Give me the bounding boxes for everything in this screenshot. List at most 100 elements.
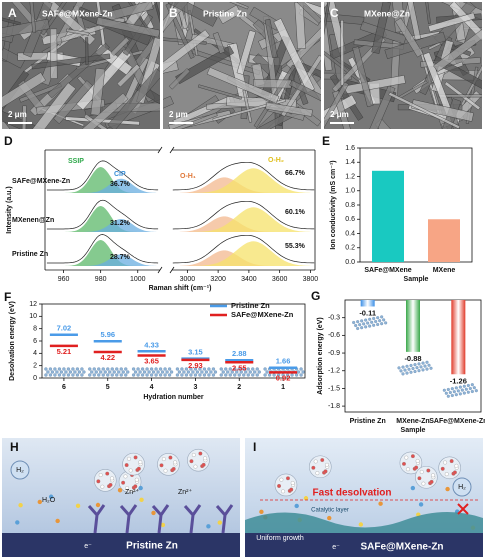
bar <box>372 170 404 262</box>
zn-atom <box>462 384 466 388</box>
peak-fit <box>54 219 157 232</box>
panel-letter: C <box>330 6 339 20</box>
water <box>281 489 286 494</box>
sem-image <box>2 2 160 129</box>
sem-flake <box>433 29 482 73</box>
zn-atom <box>452 390 456 394</box>
water <box>127 456 131 461</box>
scale-label: 2 μm <box>169 110 188 119</box>
zn-atom <box>299 373 303 377</box>
y-tick-label: 1.0 <box>345 188 355 195</box>
zn-atom <box>374 319 378 324</box>
zn-atom <box>221 370 225 374</box>
panel-letter: D <box>4 134 13 148</box>
y-tick-label: 12 <box>29 301 37 308</box>
zn-atom <box>44 367 48 371</box>
water <box>325 462 329 467</box>
molecule <box>378 501 383 506</box>
zn-atom <box>53 373 57 377</box>
percent-label: 36.7% <box>110 181 131 188</box>
water <box>290 481 295 485</box>
zn-atom <box>204 370 209 374</box>
zn-atom <box>167 373 172 377</box>
zn-atom <box>133 370 138 374</box>
sem-flake <box>32 82 77 129</box>
zn-atom <box>167 367 172 371</box>
sem-flake <box>2 72 46 108</box>
sem-flake <box>236 29 256 75</box>
data-label: 2.88 <box>232 349 247 358</box>
x-tick-label: 1 <box>281 384 285 391</box>
water <box>431 473 436 478</box>
zn-atom <box>228 367 232 371</box>
molecule <box>138 485 143 491</box>
zn-atom <box>423 364 427 368</box>
sem-flake <box>324 2 331 36</box>
zn-atom <box>140 367 145 371</box>
sem-flake <box>388 92 461 129</box>
x-tick-label: 3 <box>193 384 197 391</box>
panel-letter: G <box>311 289 320 303</box>
zn-atom <box>77 370 82 374</box>
molecule <box>294 503 299 509</box>
zn-atom <box>200 370 204 374</box>
water <box>406 467 410 472</box>
y-tick-label: 2 <box>33 363 37 370</box>
molecule <box>358 522 364 527</box>
zn-atom <box>145 367 149 371</box>
zn-atom <box>466 383 470 388</box>
water <box>440 466 445 471</box>
sem-flake <box>168 68 191 90</box>
data-label: -0.88 <box>404 354 421 363</box>
zn-atom <box>290 373 294 377</box>
percent-label: 28.7% <box>110 254 131 261</box>
water <box>133 455 138 460</box>
water <box>426 468 431 473</box>
zn-atom <box>248 370 252 374</box>
zn-atom <box>88 373 92 377</box>
zn-atom <box>50 370 55 374</box>
water <box>136 466 141 471</box>
water <box>289 487 294 492</box>
zn-atom <box>88 367 92 371</box>
zn-atom <box>405 371 409 375</box>
y-axis-label: Desolvation energy (eV) <box>9 301 16 381</box>
zn-atom <box>456 389 460 393</box>
zn-atom <box>142 370 147 374</box>
zn-atom <box>458 385 462 389</box>
zn-atom <box>44 373 48 377</box>
zn-atom <box>360 319 364 323</box>
zn-atom <box>57 367 62 371</box>
sem-flake <box>2 18 50 38</box>
zn-atom <box>251 367 255 371</box>
zn-atom <box>296 370 301 374</box>
molecule <box>206 524 211 529</box>
zn-atom <box>193 373 198 377</box>
data-label: 4.33 <box>144 340 159 349</box>
zn-atom <box>239 370 243 374</box>
scene-label: e⁻ <box>332 544 340 551</box>
water <box>417 476 422 481</box>
zn-atom <box>237 367 241 371</box>
water <box>443 460 448 465</box>
peak-label: CIP <box>114 171 126 178</box>
zn-atom <box>364 318 368 322</box>
molecule <box>327 515 332 521</box>
sem-flake <box>29 2 37 33</box>
peak-fit <box>54 167 157 193</box>
water <box>201 462 206 467</box>
zn-atom <box>55 370 59 374</box>
data-label: 4.22 <box>100 353 115 362</box>
zn-atom <box>255 367 259 371</box>
zn-atom <box>53 367 57 371</box>
sem-flake <box>90 67 106 116</box>
zn-atom <box>99 370 103 374</box>
sem-flake <box>175 45 235 85</box>
sem-flake <box>425 2 431 24</box>
water <box>402 461 406 466</box>
molecule <box>217 520 222 525</box>
water <box>286 476 290 481</box>
zn-atom <box>48 367 53 371</box>
zn-atom <box>101 373 105 377</box>
